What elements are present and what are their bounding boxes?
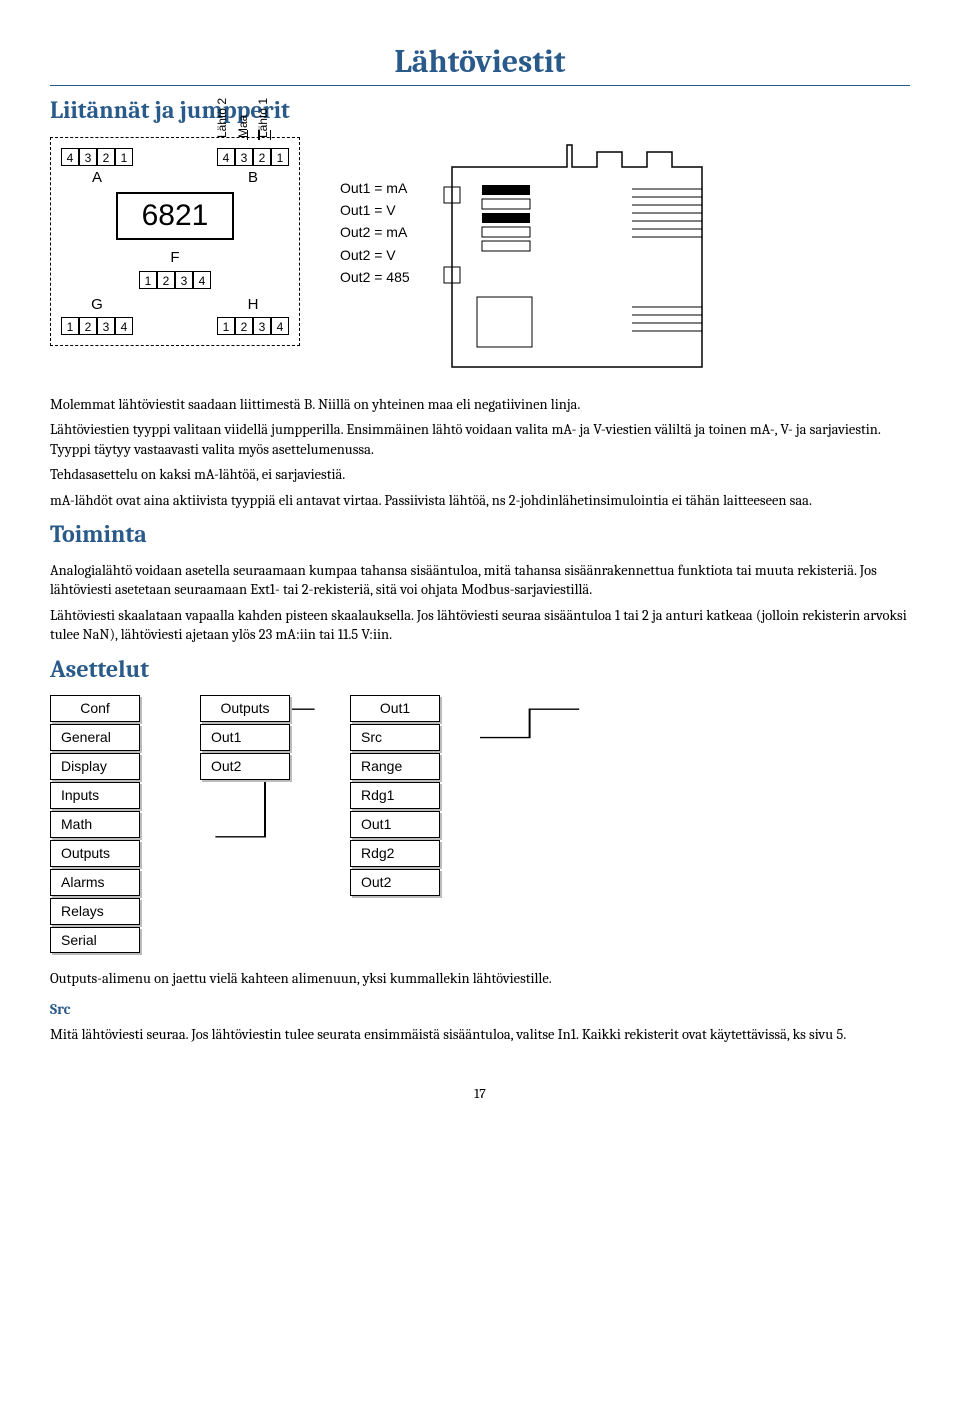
menu-inputs: Inputs	[50, 782, 140, 809]
menu-rdg2: Rdg2	[350, 840, 440, 867]
vlabel-lahto1: Lähtö 1	[255, 98, 271, 138]
pin-a-2: 2	[97, 148, 115, 166]
menu-general: General	[50, 724, 140, 751]
menu-outputs: Outputs	[50, 840, 140, 867]
pin-h-1: 1	[217, 317, 235, 335]
out-label-4: Out2 = V	[340, 244, 410, 266]
menu-math: Math	[50, 811, 140, 838]
menu-col-2: Outputs Out1 Out2	[200, 695, 290, 782]
out-label-2: Out1 = V	[340, 199, 410, 221]
diagrams-row: Lähtö 2 Maa Lähtö 1 4 3 2 1 A 4 3 2 1	[50, 137, 910, 377]
asettelut-heading: Asettelut	[50, 653, 910, 685]
menu-out2b: Out2	[350, 869, 440, 896]
menu-tree: Conf General Display Inputs Math Outputs…	[50, 695, 910, 955]
menu-relays: Relays	[50, 898, 140, 925]
src-heading: Src	[50, 999, 910, 1019]
pin-f-3: 3	[175, 271, 193, 289]
toiminta-p2: Lähtöviesti skaalataan vapaalla kahden p…	[50, 606, 910, 645]
label-g: G	[61, 295, 133, 315]
label-a: A	[61, 168, 133, 188]
label-f: F	[139, 248, 211, 268]
toiminta-p1: Analogialähtö voidaan asetella seuraamaa…	[50, 561, 910, 600]
pcb-outline	[422, 137, 712, 377]
pin-b-2: 2	[253, 148, 271, 166]
pin-b-4: 4	[217, 148, 235, 166]
page-title: Lähtöviestit	[50, 40, 910, 86]
menu-col-3: Out1 Src Range Rdg1 Out1 Rdg2 Out2	[350, 695, 440, 897]
pin-b-3: 3	[235, 148, 253, 166]
menu-rdg1: Rdg1	[350, 782, 440, 809]
pin-g-1: 1	[61, 317, 79, 335]
src-text: Mitä lähtöviesti seuraa. Jos lähtöviesti…	[50, 1025, 910, 1045]
pin-f-2: 2	[157, 271, 175, 289]
menu-serial: Serial	[50, 927, 140, 954]
pin-f-1: 1	[139, 271, 157, 289]
pin-h-2: 2	[235, 317, 253, 335]
label-b: B	[217, 168, 289, 188]
out-label-1: Out1 = mA	[340, 177, 410, 199]
menu-range: Range	[350, 753, 440, 780]
label-h: H	[217, 295, 289, 315]
pin-a-1: 1	[115, 148, 133, 166]
menu-out2: Out2	[200, 753, 290, 780]
menu-display: Display	[50, 753, 140, 780]
pin-a-3: 3	[79, 148, 97, 166]
vlabel-maa: Maa	[235, 98, 251, 138]
menu-conf: Conf	[50, 695, 140, 722]
pcb-diagram: Out1 = mA Out1 = V Out2 = mA Out2 = V Ou…	[340, 137, 712, 377]
subtitle: Liitännät ja jumpperit	[50, 94, 910, 126]
pin-h-4: 4	[271, 317, 289, 335]
out-label-3: Out2 = mA	[340, 221, 410, 243]
para-3: Tehdasasettelu on kaksi mA-lähtöä, ei sa…	[50, 465, 910, 485]
pin-a-4: 4	[61, 148, 79, 166]
menu-out1-head: Out1	[350, 695, 440, 722]
menu-outputs-head: Outputs	[200, 695, 290, 722]
menu-out1: Out1	[200, 724, 290, 751]
menu-alarms: Alarms	[50, 869, 140, 896]
pin-g-3: 3	[97, 317, 115, 335]
page-number: 17	[50, 1085, 910, 1104]
pin-g-4: 4	[115, 317, 133, 335]
menu-out1b: Out1	[350, 811, 440, 838]
menu-src: Src	[350, 724, 440, 751]
chip-6821: 6821	[116, 192, 235, 241]
para-4: mA-lähdöt ovat aina aktiivista tyyppiä e…	[50, 491, 910, 511]
jumper-diagram: Lähtö 2 Maa Lähtö 1 4 3 2 1 A 4 3 2 1	[50, 137, 300, 346]
para-2: Lähtöviestien tyyppi valitaan viidellä j…	[50, 420, 910, 459]
pin-f-4: 4	[193, 271, 211, 289]
toiminta-heading: Toiminta	[50, 518, 910, 550]
out-label-5: Out2 = 485	[340, 266, 410, 288]
pin-g-2: 2	[79, 317, 97, 335]
menu-col-1: Conf General Display Inputs Math Outputs…	[50, 695, 140, 955]
pin-h-3: 3	[253, 317, 271, 335]
vlabel-lahto2: Lähtö 2	[214, 98, 230, 138]
pin-b-1: 1	[271, 148, 289, 166]
para-1: Molemmat lähtöviestit saadaan liittimest…	[50, 395, 910, 415]
asettelut-after: Outputs-alimenu on jaettu vielä kahteen …	[50, 969, 910, 989]
